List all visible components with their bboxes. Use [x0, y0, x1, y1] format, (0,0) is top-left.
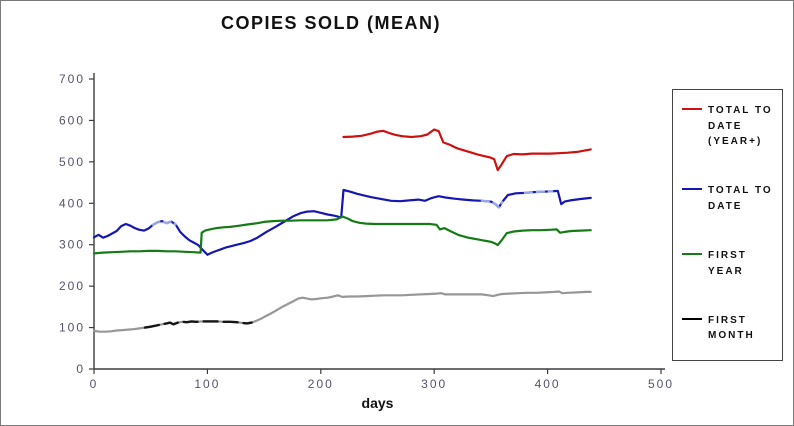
series-overlay-total-to-date-2: [523, 190, 554, 195]
legend-swatch-total-to-date: [682, 188, 702, 191]
legend-item-first-month: FIRST MONTH: [682, 313, 776, 344]
series-line-first-month: [92, 290, 592, 333]
legend-label-first-year: FIRST YEAR: [708, 250, 747, 277]
series-line-total-to-date-year: [342, 128, 592, 172]
x-tick-label-100: 100: [194, 377, 220, 391]
legend-label-first-month: FIRST MONTH: [708, 314, 755, 342]
x-tick-label-400: 400: [535, 377, 561, 391]
y-tick-label-500: 500: [59, 155, 85, 169]
y-tick-label-300: 300: [59, 238, 85, 252]
chart-title: COPIES SOLD (MEAN): [220, 13, 441, 33]
y-tick-label-700: 700: [59, 72, 85, 86]
legend-label-total-to-date-year: TOTAL TO DATE (YEAR+): [708, 105, 773, 147]
y-tick-label-200: 200: [59, 279, 85, 293]
y-tick-label-100: 100: [59, 321, 85, 335]
x-tick-label-200: 200: [308, 377, 334, 391]
series-overlay-total-to-date-1: [480, 199, 504, 210]
y-tick-label-400: 400: [59, 196, 85, 210]
x-tick-label-0: 0: [90, 377, 99, 391]
legend-item-first-year: FIRST YEAR: [682, 248, 776, 279]
legend-item-total-to-date: TOTAL TO DATE: [682, 183, 776, 214]
x-tick-label-500: 500: [648, 377, 674, 391]
legend-swatch-total-to-date-year: [682, 108, 702, 110]
series-line-first-year: [92, 215, 592, 255]
chart-legend: TOTAL TO DATE (YEAR+) TOTAL TO DATE FIRST …: [672, 89, 783, 361]
x-axis-label: days: [361, 395, 394, 411]
y-tick-label-600: 600: [59, 113, 85, 127]
y-tick-label-0: 0: [76, 362, 85, 376]
legend-item-total-to-date-year: TOTAL TO DATE (YEAR+): [682, 103, 776, 150]
legend-swatch-first-year: [682, 253, 702, 256]
legend-label-total-to-date: TOTAL TO DATE: [708, 185, 773, 212]
series-overlay-total-to-date-0: [151, 219, 177, 227]
series-overlay-first-month-0: [143, 320, 253, 329]
x-tick-label-300: 300: [421, 377, 447, 391]
legend-swatch-first-month: [682, 317, 702, 320]
